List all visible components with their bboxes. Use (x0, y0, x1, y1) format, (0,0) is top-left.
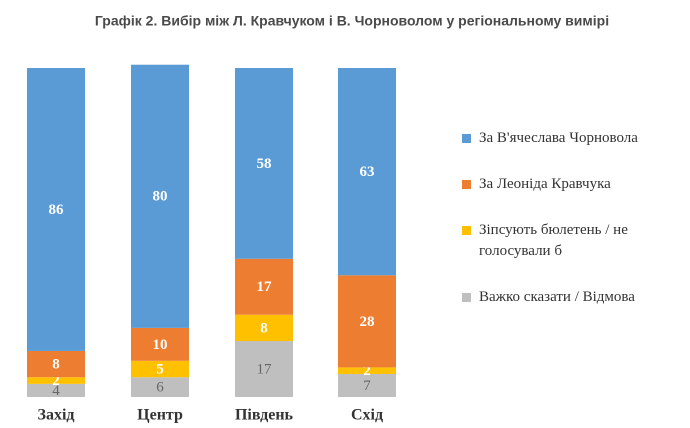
data-label: 63 (360, 164, 375, 180)
bar-segment (235, 341, 293, 397)
x-tick-label: Південь (235, 407, 294, 424)
legend-swatch (462, 293, 471, 302)
legend-item: Важко сказати / Відмова (462, 287, 664, 308)
bar-segment (27, 377, 85, 384)
bar-segment (235, 68, 293, 259)
data-label: 80 (153, 189, 168, 205)
data-label: 4 (52, 383, 60, 399)
legend: За В'ячеслава Чорновола За Леоніда Кравчу… (462, 128, 682, 333)
legend-swatch (462, 226, 471, 235)
bar-segment (131, 64, 189, 328)
bar-segment (338, 275, 396, 368)
bar-segment (27, 350, 85, 378)
chart-title: Графік 2. Вибір між Л. Кравчуком і В. Чо… (95, 13, 609, 29)
data-label: 2 (363, 363, 371, 379)
data-label: 6 (156, 380, 164, 396)
bar-segment (338, 367, 396, 374)
data-label: 2 (52, 373, 60, 389)
data-label: 10 (153, 337, 168, 353)
x-tick-label: Схід (351, 407, 383, 424)
x-tick-label: Центр (137, 407, 183, 424)
bar-segment (235, 314, 293, 342)
data-label: 58 (257, 156, 272, 172)
legend-label: Зіпсують бюлетень / не голосували б (479, 222, 628, 259)
legend-swatch (462, 180, 471, 189)
data-label: 28 (360, 314, 375, 330)
data-label: 8 (260, 320, 268, 336)
data-label: 17 (257, 361, 273, 377)
data-label: 8 (52, 357, 60, 373)
bar-segment (27, 68, 85, 351)
bar-segment (338, 373, 396, 397)
bar-segment (131, 327, 189, 361)
legend-label: Важко сказати / Відмова (479, 289, 635, 305)
bar-segment (131, 377, 189, 397)
bar-segment (27, 383, 85, 397)
data-label: 86 (49, 202, 65, 218)
legend-item: Зіпсують бюлетень / не голосували б (462, 220, 664, 262)
bar-segment (338, 68, 396, 276)
data-label: 17 (257, 279, 273, 295)
bar-segment (131, 360, 189, 378)
legend-item: За Леоніда Кравчука (462, 174, 664, 195)
data-label: 5 (156, 361, 164, 377)
legend-label: За Леоніда Кравчука (479, 176, 611, 192)
data-label: 7 (363, 378, 371, 394)
legend-swatch (462, 134, 471, 143)
legend-label: За В'ячеслава Чорновола (479, 130, 638, 146)
x-tick-label: Захід (38, 407, 75, 424)
legend-item: За В'ячеслава Чорновола (462, 128, 664, 149)
bar-segment (235, 258, 293, 315)
